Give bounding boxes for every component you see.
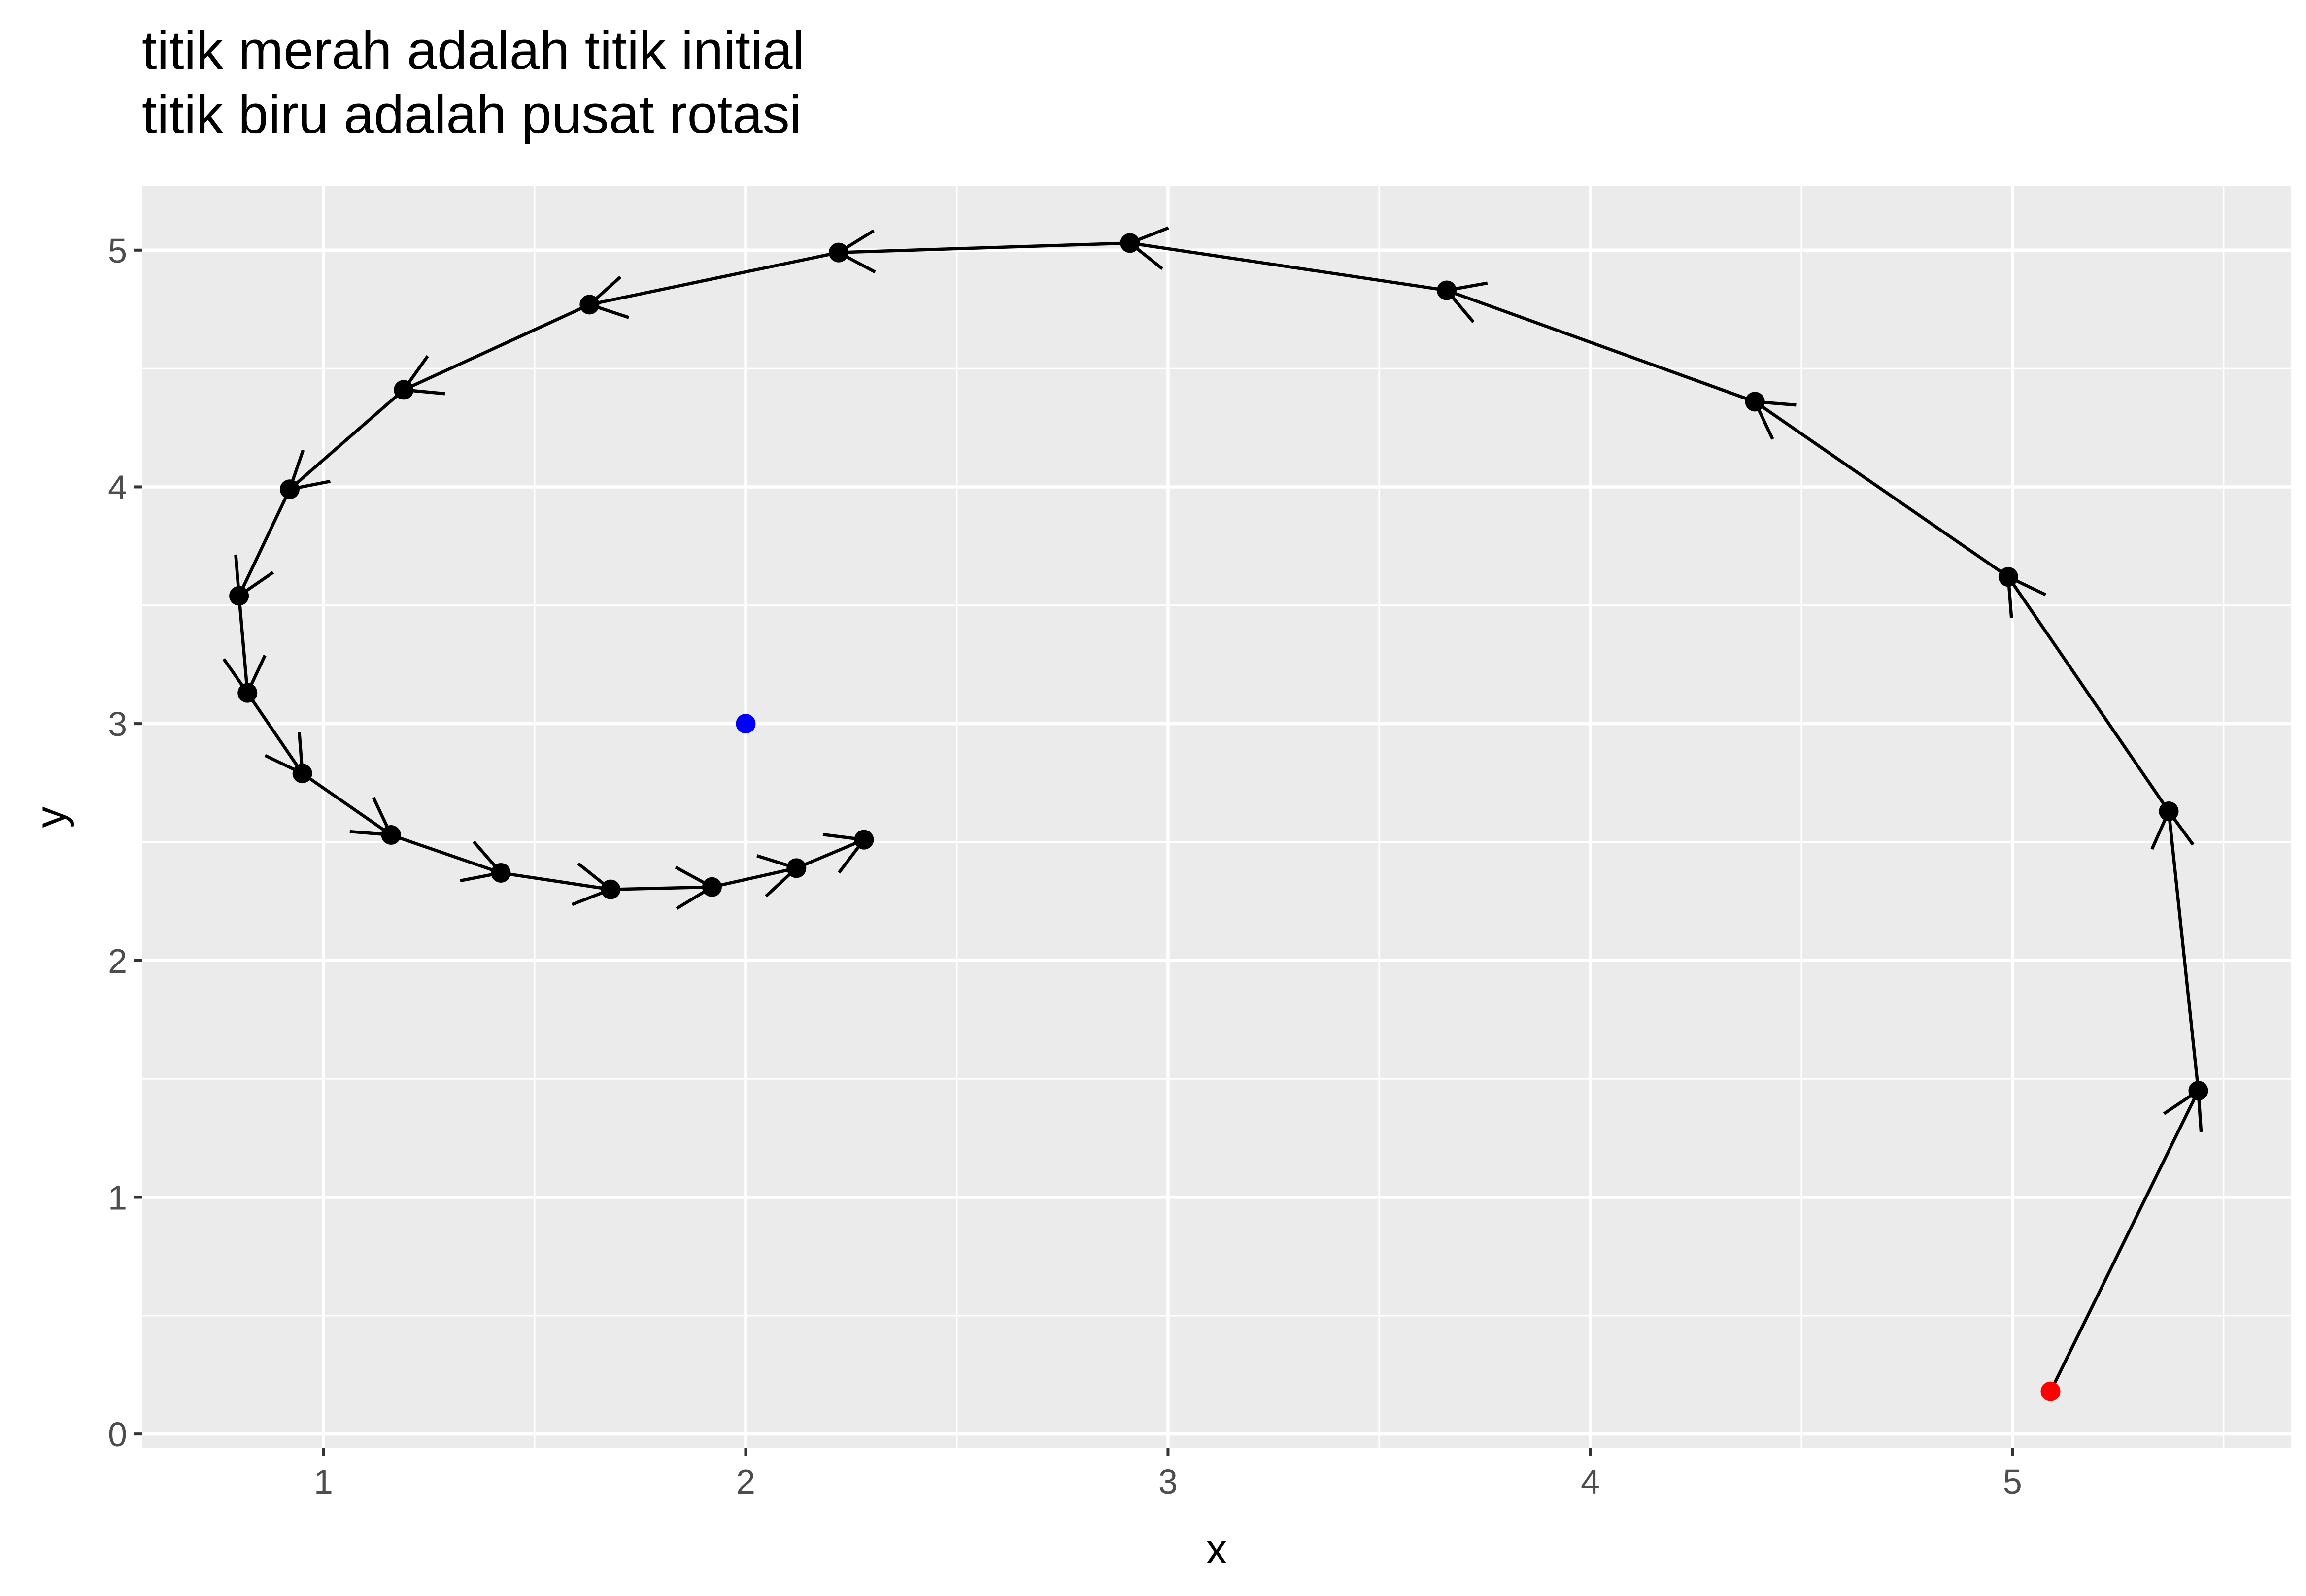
x-tick-label: 5 <box>2003 1463 2022 1501</box>
path-point <box>2188 1081 2208 1101</box>
y-tick-label: 4 <box>108 468 127 506</box>
grid-minor <box>142 186 2291 1448</box>
plot-panel <box>142 186 2291 1448</box>
initial-point <box>2040 1381 2061 1401</box>
y-tick-label: 2 <box>108 942 127 980</box>
path-point <box>394 380 414 400</box>
path-point <box>579 295 600 315</box>
path-point <box>2159 801 2179 821</box>
x-axis-title: x <box>1206 1526 1227 1573</box>
path-segment <box>500 871 611 891</box>
x-tick-label: 2 <box>736 1463 755 1501</box>
path-segment <box>237 596 249 693</box>
path-segment <box>237 488 291 597</box>
y-tick-label: 1 <box>108 1178 127 1217</box>
path-segment <box>301 772 392 836</box>
path-segment <box>1754 400 2009 578</box>
path-segment <box>403 303 590 392</box>
y-axis-title: y <box>27 807 74 828</box>
chart-title: titik merah adalah titik initial titik b… <box>142 20 805 145</box>
path-segment <box>589 251 839 306</box>
point-layer <box>229 233 2208 1401</box>
path-segment <box>2167 811 2200 1091</box>
path-point <box>1437 280 1457 300</box>
x-tick-label: 3 <box>1158 1463 1178 1501</box>
x-tick-label: 1 <box>314 1463 333 1501</box>
path-segment <box>2049 1090 2200 1393</box>
path-point <box>1998 567 2018 587</box>
path-segment <box>2007 576 2170 812</box>
path-segment <box>838 241 1130 254</box>
grid-major <box>142 186 2291 1448</box>
path-point <box>381 825 401 845</box>
y-tick-label: 0 <box>108 1415 127 1454</box>
y-tick-label: 3 <box>108 705 127 743</box>
rotation-center-point <box>736 714 756 734</box>
path-point <box>829 242 849 263</box>
y-tick-label: 5 <box>108 232 127 270</box>
path-point <box>702 877 722 897</box>
x-tick-label: 4 <box>1581 1463 1600 1501</box>
path-point <box>854 830 874 850</box>
path-point <box>229 586 249 606</box>
path-point <box>279 479 300 499</box>
path-point <box>601 879 621 899</box>
path-segment <box>712 866 797 889</box>
path-point <box>237 683 258 703</box>
path-segment <box>1129 241 1447 292</box>
path-segment <box>796 838 865 870</box>
path-point <box>786 858 807 878</box>
path-point <box>491 863 511 883</box>
path-point <box>1745 392 1765 412</box>
path-segment <box>246 692 304 774</box>
path-point <box>1120 233 1140 253</box>
path-segment <box>390 833 502 875</box>
path-segment <box>610 885 712 891</box>
path-point <box>292 764 312 784</box>
path-segment <box>288 388 405 491</box>
path-segment <box>1446 289 1756 403</box>
axis-layer: 1 2 3 4 5 0 1 2 3 4 5 <box>108 232 2022 1501</box>
